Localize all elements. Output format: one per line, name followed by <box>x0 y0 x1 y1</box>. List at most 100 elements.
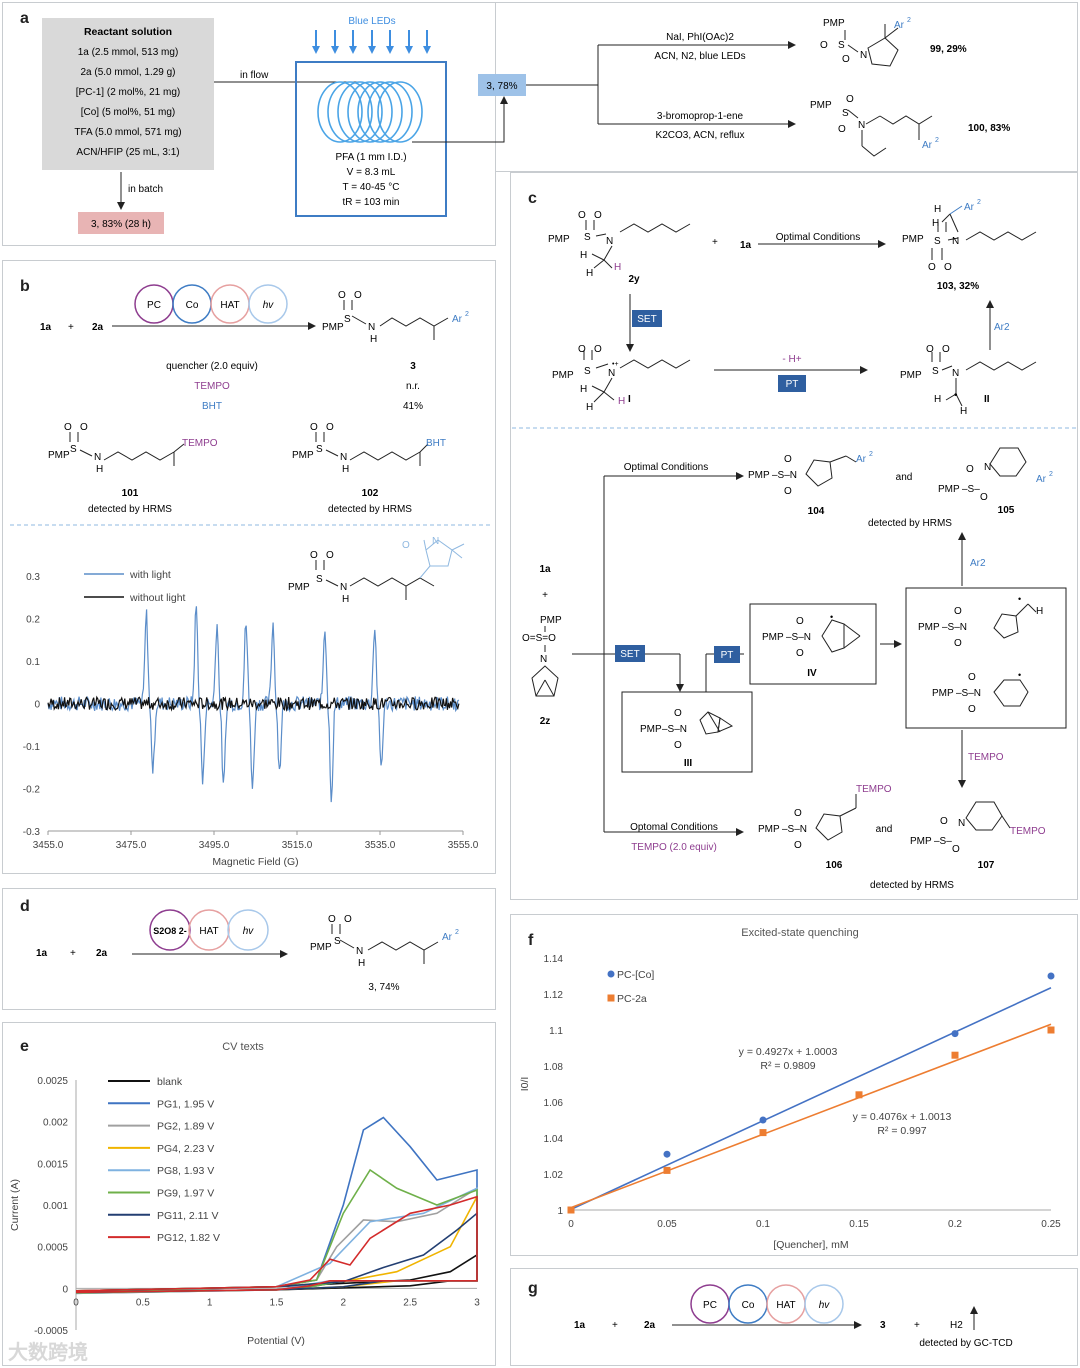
x-tick-label: 0.05 <box>657 1219 677 1230</box>
chart-title: Excited-state quenching <box>741 927 858 939</box>
fit-line <box>570 1023 1052 1209</box>
svg-text:O: O <box>952 844 960 855</box>
hat-icon <box>188 909 230 951</box>
y-tick-label: -0.1 <box>23 742 41 753</box>
legend-swatch <box>607 994 615 1002</box>
tempo-label: TEMPO <box>182 438 218 449</box>
svg-text:Ar: Ar <box>922 140 933 151</box>
cat-label: Co <box>742 1300 755 1311</box>
svg-text:2: 2 <box>977 199 981 206</box>
reactor-line: tR = 103 min <box>343 197 400 208</box>
set-label-lower: SET <box>620 649 639 660</box>
svg-text:H: H <box>358 958 365 969</box>
svg-text:O: O <box>954 638 962 649</box>
svg-text:N: N <box>952 368 959 379</box>
svg-text:O: O <box>796 616 804 627</box>
x-tick-label: 3455.0 <box>33 840 64 851</box>
adduct-102-note: detected by HRMS <box>328 504 412 515</box>
result-bht: 41% <box>403 401 423 412</box>
product-106: 106 <box>826 860 843 871</box>
data-point <box>951 1030 959 1038</box>
reactant-2y: 2y <box>628 274 640 285</box>
reactant-1a: 1a <box>40 322 52 333</box>
legend-label: PC-[Co] <box>617 969 654 981</box>
cat-label: HAT <box>776 1300 795 1311</box>
cat-label: PC <box>703 1300 717 1311</box>
fit-equation: y = 0.4076x + 1.0013 <box>853 1111 952 1123</box>
flow-result: 3, 78% <box>486 81 517 92</box>
legend-label: PG11, 2.11 V <box>157 1210 218 1222</box>
int-IV: IV <box>807 668 817 679</box>
svg-text:H: H <box>96 464 103 475</box>
data-point <box>1047 972 1055 980</box>
svg-text:H: H <box>934 394 941 405</box>
and-upper: and <box>896 472 913 483</box>
cond-top: Optimal Conditions <box>624 462 708 473</box>
svg-text:+: + <box>612 1320 618 1331</box>
svg-text:O: O <box>842 54 850 65</box>
svg-text:•: • <box>954 390 958 401</box>
svg-text:PMP: PMP <box>810 100 832 111</box>
panel-e-label: e <box>20 1038 29 1055</box>
y-tick-label: 1.08 <box>544 1062 564 1073</box>
cat-label: hv <box>263 300 275 311</box>
product-99: 99, 29% <box>930 44 967 55</box>
svg-text:O: O <box>328 914 336 925</box>
svg-text:N: N <box>952 236 959 247</box>
svg-text:O: O <box>796 648 804 659</box>
panel-c <box>510 172 1078 900</box>
reactor-line: PFA (1 mm I.D.) <box>335 152 406 163</box>
panel-b-label: b <box>20 278 30 295</box>
svg-text:PMP: PMP <box>292 450 314 461</box>
svg-text:2: 2 <box>455 929 459 936</box>
minus-h: - H+ <box>782 354 801 365</box>
data-point <box>855 1091 863 1099</box>
int-IV-box <box>749 603 877 685</box>
legend-label: PG1, 1.95 V <box>157 1098 214 1110</box>
watermark: 大数跨境 <box>8 1342 88 1364</box>
y-axis-title: I0/I <box>519 1077 531 1092</box>
svg-text:Ar: Ar <box>452 314 463 325</box>
y-tick-label: 0 <box>62 1284 68 1295</box>
svg-text:O: O <box>794 840 802 851</box>
structure-102 <box>315 432 429 466</box>
reactant-1a-c: 1a <box>740 240 752 251</box>
reactant-1a: 1a <box>36 948 48 959</box>
legend-label: PG8, 1.93 V <box>157 1165 214 1177</box>
reactant-line: [Co] (5 mol%, 51 mg) <box>81 107 175 118</box>
reactant-1a: 1a <box>574 1320 586 1331</box>
x-tick-label: 3475.0 <box>116 840 147 851</box>
svg-text:O: O <box>794 808 802 819</box>
y-tick-label: 0.0015 <box>37 1159 68 1170</box>
y-tick-label: 0.002 <box>43 1118 68 1129</box>
svg-text:PMP: PMP <box>48 450 70 461</box>
x-tick-label: 2 <box>341 1297 347 1308</box>
result-tempo: n.r. <box>406 381 420 392</box>
hrms-lower: detected by HRMS <box>870 880 954 891</box>
radical-box <box>905 587 1067 729</box>
svg-text:S: S <box>316 444 323 455</box>
svg-text:O: O <box>402 540 410 551</box>
svg-text:PMP: PMP <box>288 582 310 593</box>
plus: + <box>68 322 74 333</box>
svg-text:–S–N: –S–N <box>782 824 807 835</box>
svg-text:PMP: PMP <box>310 942 332 953</box>
svg-text:–S–N: –S–N <box>786 632 811 643</box>
svg-text:O: O <box>838 124 846 135</box>
cond1-bottom: ACN, N2, blue LEDs <box>654 51 745 62</box>
svg-text:O: O <box>980 492 988 503</box>
cat-label: S2O8 2- <box>153 926 187 936</box>
svg-text:O: O <box>344 914 352 925</box>
y-tick-label: 1.06 <box>544 1098 564 1109</box>
svg-text:PMP: PMP <box>910 836 932 847</box>
svg-text:PMP: PMP <box>918 622 940 633</box>
svg-text:S: S <box>584 366 591 377</box>
data-point <box>567 1206 575 1214</box>
reactant-2a: 2a <box>644 1320 656 1331</box>
cat-label: HAT <box>220 300 239 311</box>
plus-c: + <box>712 237 718 248</box>
x-tick-label: 0.5 <box>136 1297 150 1308</box>
x-tick-label: 0 <box>568 1219 574 1230</box>
panel-e <box>2 1022 496 1366</box>
